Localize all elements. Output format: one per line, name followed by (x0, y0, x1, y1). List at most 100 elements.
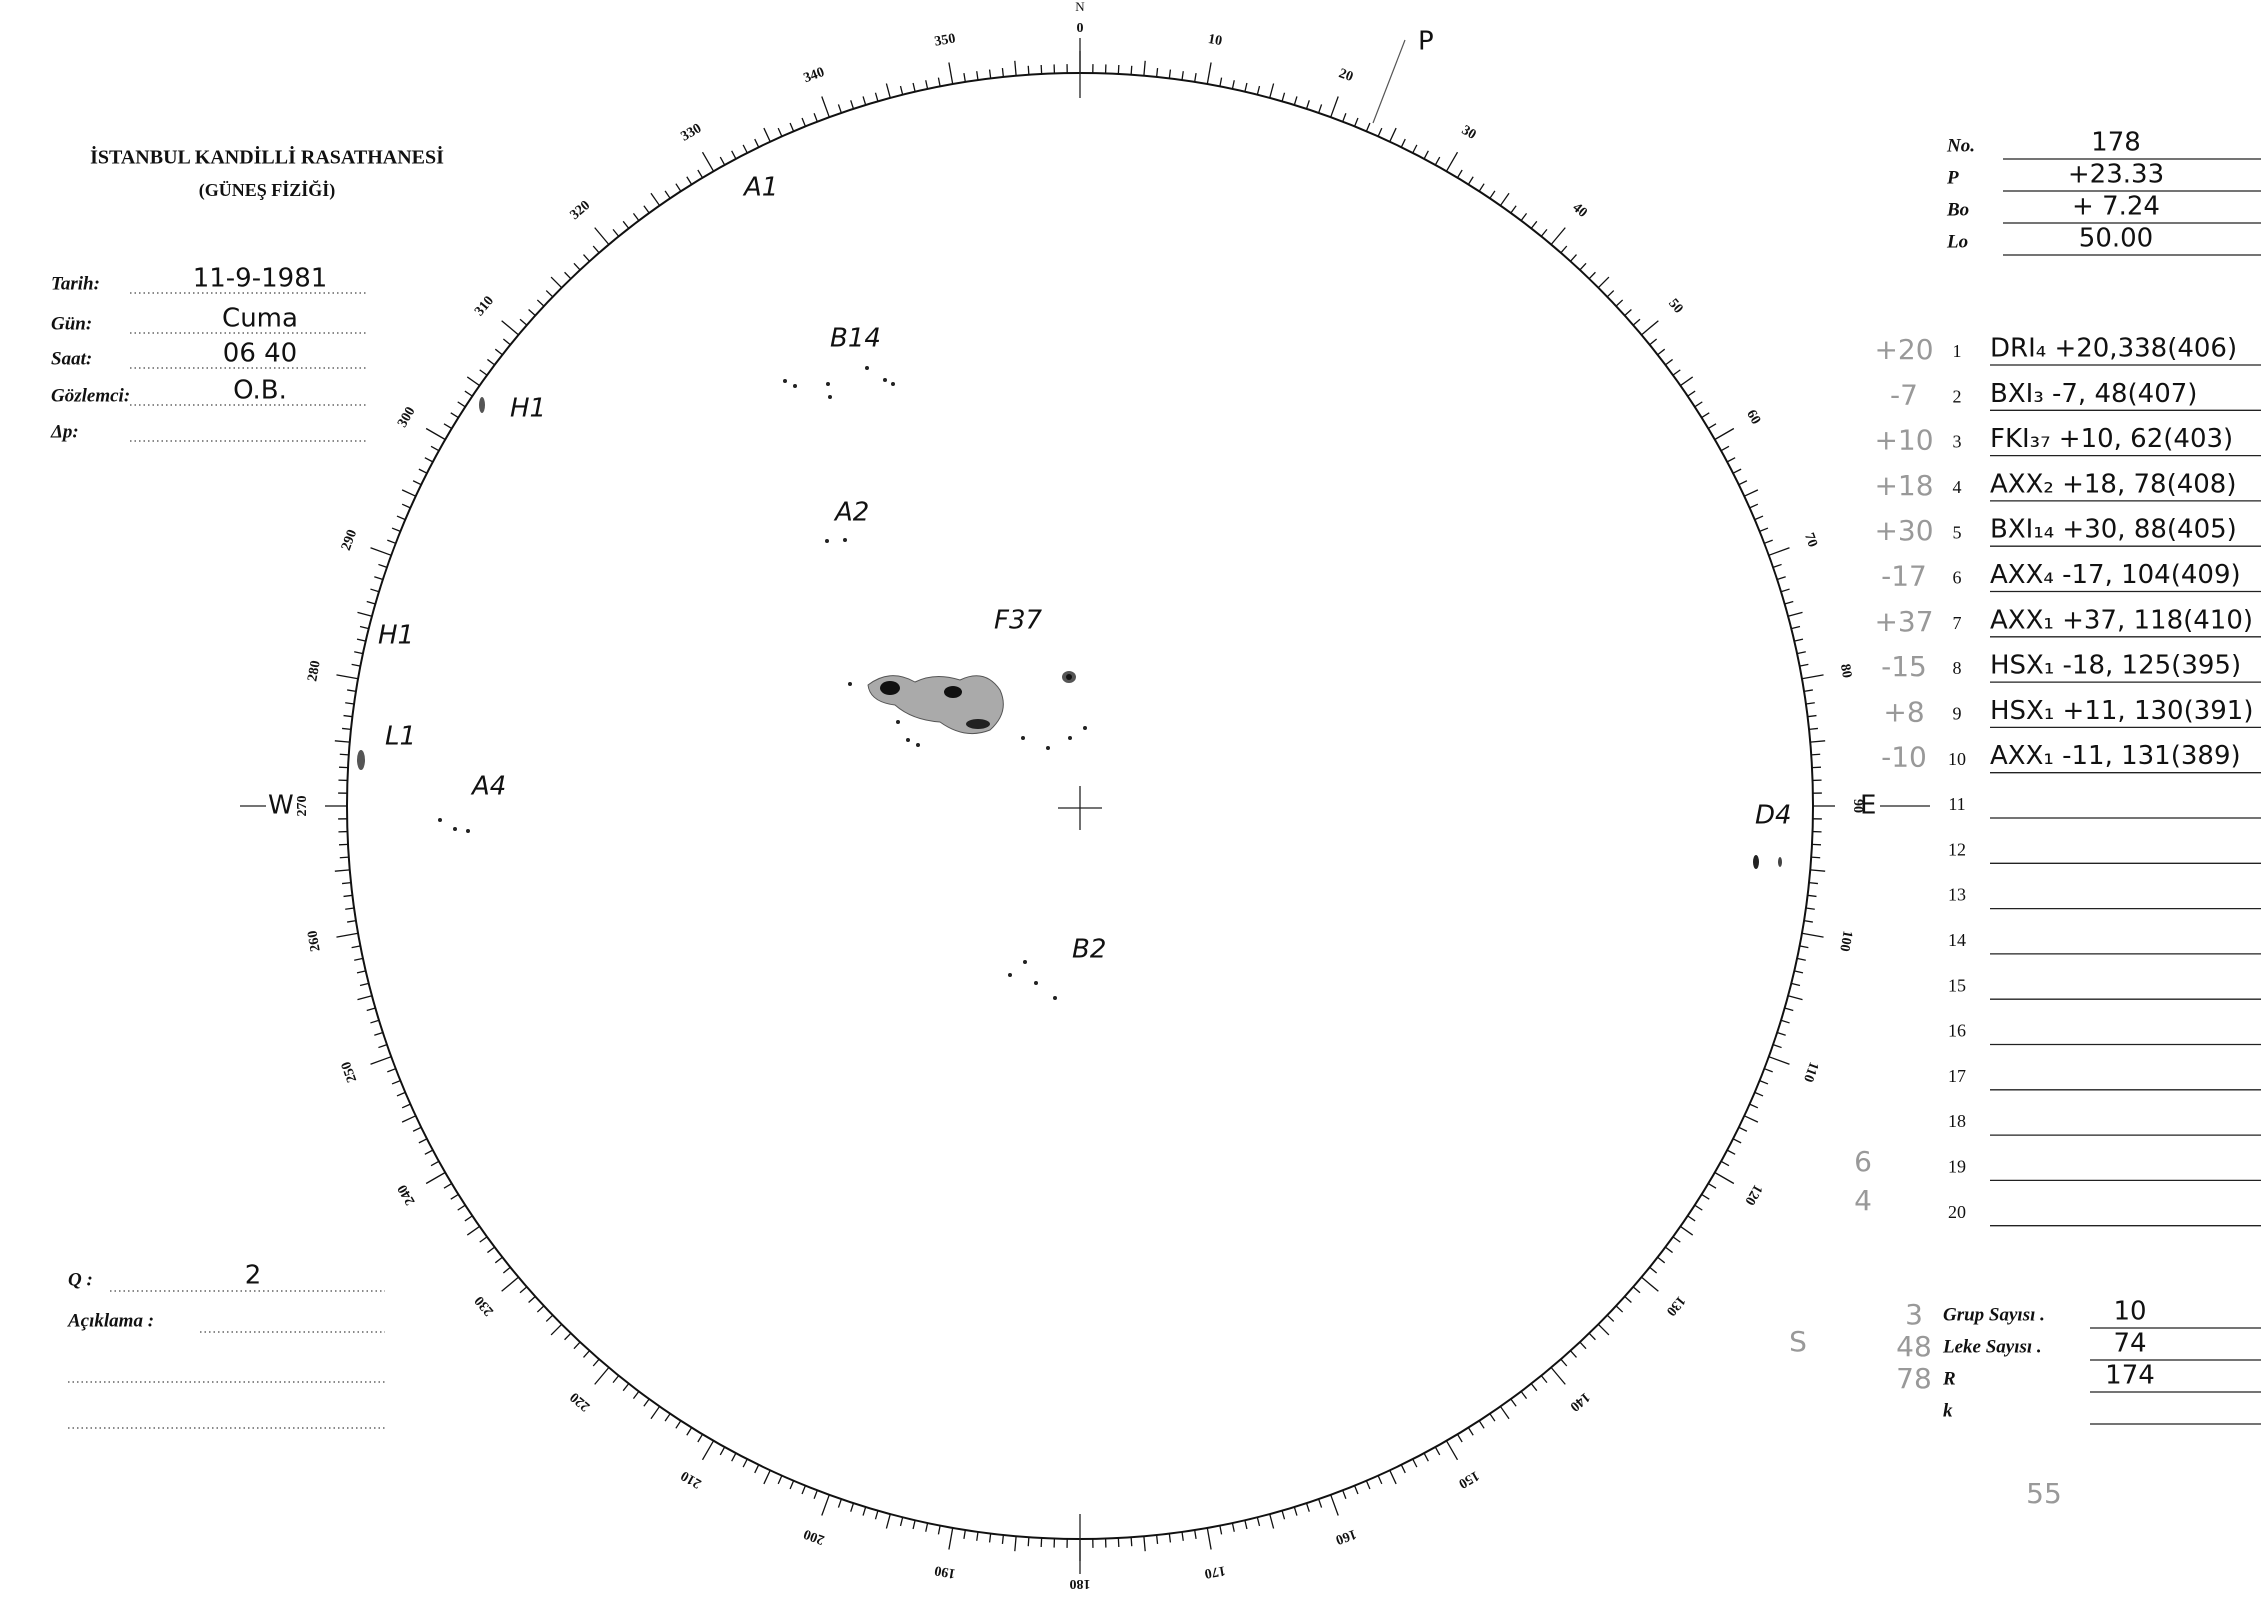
degree-tick (1801, 674, 1824, 680)
degree-tick (1456, 169, 1463, 179)
degree-tick (837, 104, 842, 114)
degree-tick (1749, 1103, 1759, 1109)
degree-tick (1014, 1536, 1017, 1552)
degree-tick (1027, 65, 1030, 75)
degree-tick (821, 96, 830, 118)
degree-label: 10 (1207, 32, 1223, 49)
degree-tick (1801, 932, 1824, 938)
degree-tick (1720, 1160, 1730, 1167)
degree-tick (1687, 1215, 1696, 1222)
degree-tick (948, 62, 954, 85)
degree-tick (701, 151, 715, 172)
field-label: Δp: (50, 421, 79, 442)
form-title: İSTANBUL KANDİLLİ RASATHANESİ (90, 145, 444, 169)
degree-tick (1657, 348, 1666, 356)
degree-tick (1624, 309, 1632, 317)
group-annotation: L1 (385, 722, 416, 752)
degree-label: 180 (1070, 1576, 1091, 1591)
degree-tick (1318, 1498, 1323, 1508)
degree-tick (850, 100, 855, 110)
group-margin-note: -15 (1881, 650, 1927, 683)
degree-tick (430, 445, 440, 452)
degree-label: 290 (339, 528, 360, 553)
degree-tick (1805, 702, 1815, 705)
degree-tick (1579, 1341, 1587, 1350)
degree-tick (937, 77, 941, 87)
degree-tick (356, 970, 366, 974)
degree-tick (1720, 445, 1730, 452)
degree-tick (1434, 1446, 1441, 1456)
center-cross (1058, 786, 1102, 830)
summary-margin-note: 78 (1896, 1362, 1932, 1395)
degree-tick (545, 290, 554, 298)
degree-tick (370, 1019, 380, 1024)
degree-tick (1389, 127, 1397, 142)
parameter-label: No. (1946, 135, 1975, 156)
degree-tick (632, 213, 640, 221)
degree-tick (1281, 1510, 1286, 1520)
degree-tick (1606, 1314, 1615, 1322)
group-annotation: A2 (833, 498, 869, 528)
degree-tick (1423, 150, 1429, 160)
degree-tick (466, 376, 480, 387)
degree-tick (450, 1193, 459, 1200)
degree-tick (1776, 1031, 1786, 1036)
degree-tick (1649, 1266, 1658, 1274)
degree-tick (1707, 423, 1717, 430)
degree-tick (347, 689, 357, 692)
group-number: 5 (1953, 522, 1962, 542)
degree-tick (763, 1470, 771, 1485)
degree-tick (396, 515, 406, 521)
degree-label: 30 (1459, 123, 1479, 143)
summary-margin-note: 3 (1905, 1298, 1923, 1331)
parameter-value: +23.33 (2068, 160, 2164, 190)
degree-tick (664, 190, 671, 199)
solar-disk: 0102030405060708090100110120130140150160… (240, 0, 1930, 1591)
degree-tick (1206, 62, 1212, 85)
degree-tick (988, 1533, 992, 1543)
summary-value: 74 (2113, 1329, 2146, 1359)
degree-tick (341, 881, 352, 885)
degree-tick (1499, 1406, 1510, 1420)
degree-tick (1143, 60, 1146, 76)
degree-tick (1732, 468, 1742, 474)
degree-tick (1342, 1490, 1347, 1499)
degree-tick (976, 1531, 979, 1541)
degree-tick (650, 192, 661, 206)
degree-tick (948, 1527, 954, 1550)
degree-tick (1353, 1485, 1359, 1495)
degree-label: 20 (1337, 66, 1355, 85)
group-entry: AXX₁ +37, 118(410) (1990, 605, 2253, 635)
degree-tick (536, 1305, 545, 1313)
degree-tick (874, 1510, 879, 1520)
group-margin-note: -7 (1890, 378, 1918, 411)
degree-tick (789, 1480, 795, 1490)
degree-tick (1787, 611, 1803, 617)
degree-tick (1665, 358, 1673, 366)
degree-tick (1027, 1537, 1030, 1547)
degree-tick (1759, 527, 1769, 533)
degree-label: 200 (802, 1526, 827, 1547)
degree-tick (359, 625, 369, 630)
degree-tick (1520, 1391, 1528, 1399)
degree-tick (1694, 401, 1703, 408)
degree-tick (418, 1138, 428, 1144)
degree-tick (1588, 1332, 1596, 1341)
degree-tick (391, 527, 401, 533)
degree-tick (564, 1332, 572, 1341)
degree-tick (1269, 1513, 1275, 1529)
pole-line (1372, 39, 1406, 124)
degree-tick (1445, 1440, 1459, 1461)
degree-tick (1649, 338, 1658, 346)
degree-tick (1807, 894, 1817, 898)
degree-tick (1330, 1494, 1339, 1516)
group-number: 7 (1953, 613, 1962, 633)
degree-tick (885, 83, 891, 99)
degree-tick (1744, 489, 1759, 497)
degree-tick (697, 1433, 704, 1443)
degree-tick (1764, 1068, 1773, 1073)
degree-tick (354, 651, 364, 655)
degree-tick (742, 144, 748, 154)
summary-label: Leke Sayısı . (1942, 1336, 2042, 1357)
degree-tick (396, 1091, 406, 1097)
